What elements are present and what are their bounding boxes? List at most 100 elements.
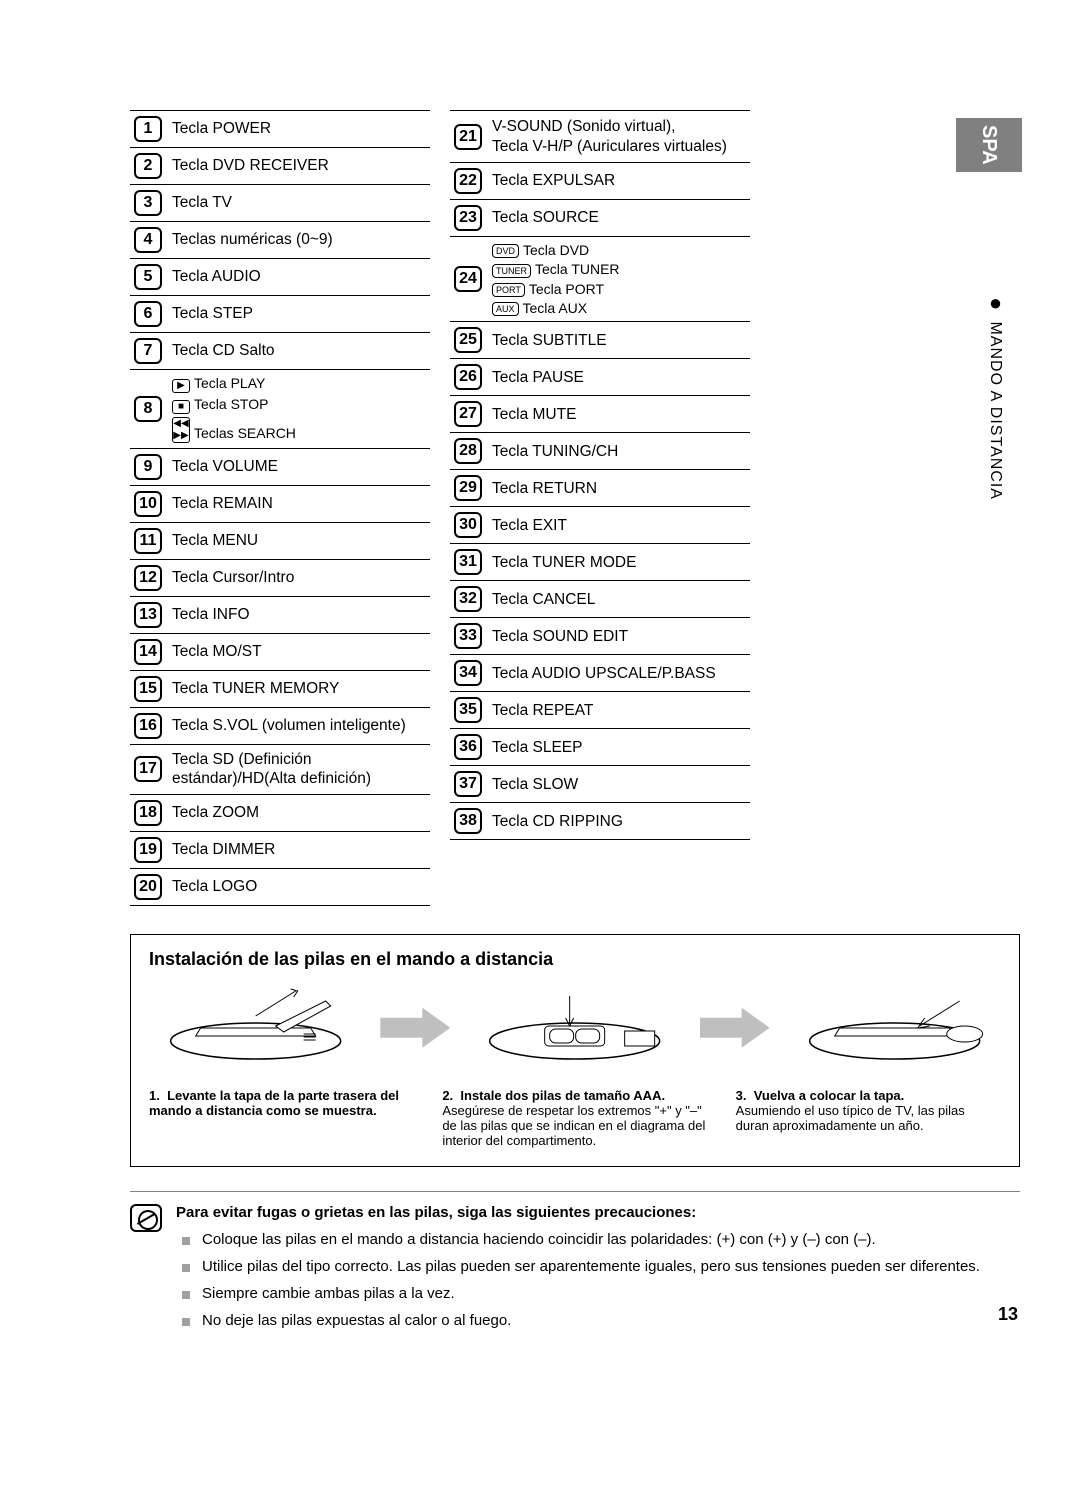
note-icon: [130, 1204, 162, 1232]
key-row: 5Tecla AUDIO: [130, 259, 430, 296]
key-number-badge: 15: [134, 676, 162, 702]
key-subitem-text: Tecla PLAY: [194, 375, 265, 391]
install-image-3: [788, 986, 1001, 1070]
key-number-badge: 36: [454, 734, 482, 760]
key-row: 23Tecla SOURCE: [450, 200, 750, 237]
note-title: Para evitar fugas o grietas en las pilas…: [176, 1204, 1020, 1221]
key-number-badge: 13: [134, 602, 162, 628]
key-number-badge: 12: [134, 565, 162, 591]
key-number-badge: 4: [134, 227, 162, 253]
key-row: 11Tecla MENU: [130, 523, 430, 560]
page-number: 13: [998, 1304, 1018, 1325]
mini-badge: AUX: [492, 302, 519, 316]
key-subitem-text: Teclas SEARCH: [194, 425, 296, 441]
key-number-badge: 7: [134, 338, 162, 364]
key-number-badge: 6: [134, 301, 162, 327]
install-step: 2. Instale dos pilas de tamaño AAA.Asegú…: [442, 1088, 707, 1148]
key-row: 22 Tecla EXPULSAR: [450, 163, 750, 200]
key-number-badge: 34: [454, 660, 482, 686]
arrow-icon: [380, 1008, 450, 1048]
key-row: 33Tecla SOUND EDIT: [450, 618, 750, 655]
key-text: Tecla AUDIO UPSCALE/P.BASS: [492, 664, 716, 683]
note-list-item: Siempre cambie ambas pilas a la vez.: [202, 1285, 1020, 1302]
key-row: 31Tecla TUNER MODE: [450, 544, 750, 581]
note-list-item: Coloque las pilas en el mando a distanci…: [202, 1231, 1020, 1248]
key-text: Tecla DIMMER: [172, 840, 275, 859]
key-number-badge: 2: [134, 153, 162, 179]
side-language-tab: SPA: [956, 118, 1022, 172]
key-number-badge: 31: [454, 549, 482, 575]
key-number-badge: 37: [454, 771, 482, 797]
key-subitem: ■ Tecla STOP: [172, 396, 296, 414]
key-number-badge: 26: [454, 364, 482, 390]
key-number-badge: 35: [454, 697, 482, 723]
key-text: Tecla PAUSE: [492, 368, 584, 387]
key-row: 27Tecla MUTE: [450, 396, 750, 433]
mini-badge: TUNER: [492, 264, 531, 278]
key-row: 4Teclas numéricas (0~9): [130, 222, 430, 259]
key-row: 32Tecla CANCEL: [450, 581, 750, 618]
key-number-badge: 25: [454, 327, 482, 353]
key-subitem-text: Tecla TUNER: [535, 261, 620, 277]
key-number-badge: 5: [134, 264, 162, 290]
key-number-badge: 16: [134, 713, 162, 739]
key-number-badge: 24: [454, 266, 482, 292]
key-number-badge: 38: [454, 808, 482, 834]
key-number-badge: 22: [454, 168, 482, 194]
mini-badge: PORT: [492, 283, 525, 297]
key-subitem-text: Tecla PORT: [529, 281, 604, 297]
key-number-badge: 3: [134, 190, 162, 216]
key-text: Tecla TV: [172, 193, 232, 212]
key-row: 19Tecla DIMMER: [130, 832, 430, 869]
key-number-badge: 23: [454, 205, 482, 231]
arrow-icon: [700, 1008, 770, 1048]
key-row: 28 Tecla TUNING/CH: [450, 433, 750, 470]
key-row: 21V-SOUND (Sonido virtual),Tecla V-H/P (…: [450, 111, 750, 163]
key-table-left: 1Tecla POWER2Tecla DVD RECEIVER3Tecla TV…: [130, 110, 430, 906]
key-subitem: TUNER Tecla TUNER: [492, 261, 620, 277]
key-text: Tecla TUNING/CH: [492, 442, 618, 461]
key-row: 7Tecla CD Salto: [130, 333, 430, 370]
key-table-right: 21V-SOUND (Sonido virtual),Tecla V-H/P (…: [450, 110, 750, 906]
key-text: Tecla STEP: [172, 304, 253, 323]
side-section-label: ● MANDO A DISTANCIA: [982, 290, 1008, 500]
key-text: Tecla EXPULSAR: [492, 171, 615, 190]
side-section-text: MANDO A DISTANCIA: [987, 321, 1004, 500]
key-row: 24 DVDTecla DVD TUNER Tecla TUNER PORT Tecla …: [450, 237, 750, 322]
key-number-badge: 21: [454, 124, 482, 150]
key-row: 25Tecla SUBTITLE: [450, 322, 750, 359]
key-text: Tecla MO/ST: [172, 642, 262, 661]
key-number-badge: 20: [134, 874, 162, 900]
install-title: Instalación de las pilas en el mando a d…: [149, 949, 1001, 970]
key-row: 30Tecla EXIT: [450, 507, 750, 544]
key-text: Tecla DVD RECEIVER: [172, 156, 329, 175]
key-text: Tecla ZOOM: [172, 803, 259, 822]
key-row: 34 Tecla AUDIO UPSCALE/P.BASS: [450, 655, 750, 692]
key-text: Tecla SD (Definición estándar)/HD(Alta d…: [172, 750, 430, 789]
key-text: Tecla CANCEL: [492, 590, 595, 609]
mini-icon: ◀◀ ▶▶: [172, 417, 190, 443]
key-row: 18Tecla ZOOM: [130, 795, 430, 832]
key-number-badge: 28: [454, 438, 482, 464]
mini-icon: ■: [172, 400, 190, 414]
mini-icon: ▶: [172, 379, 190, 393]
key-text: Tecla MUTE: [492, 405, 576, 424]
mini-badge: DVD: [492, 244, 519, 258]
key-row: 15Tecla TUNER MEMORY: [130, 671, 430, 708]
note-list-item: No deje las pilas expuestas al calor o a…: [202, 1312, 1020, 1329]
key-row: 13Tecla INFO: [130, 597, 430, 634]
key-number-badge: 11: [134, 528, 162, 554]
key-row: 12 Tecla Cursor/Intro: [130, 560, 430, 597]
key-text: Tecla CD RIPPING: [492, 812, 623, 831]
key-text: Tecla RETURN: [492, 479, 597, 498]
key-text: Tecla Cursor/Intro: [172, 568, 294, 587]
key-text: Tecla SOUND EDIT: [492, 627, 628, 646]
key-subitem-text: Tecla STOP: [194, 396, 268, 412]
key-row: 16Tecla S.VOL (volumen inteligente): [130, 708, 430, 745]
key-number-badge: 1: [134, 116, 162, 142]
key-number-badge: 9: [134, 454, 162, 480]
key-sublist: DVDTecla DVD TUNER Tecla TUNER PORT Tecla PO…: [492, 242, 620, 316]
key-subitem: DVDTecla DVD: [492, 242, 620, 258]
install-image-2: [468, 986, 681, 1070]
key-number-badge: 14: [134, 639, 162, 665]
